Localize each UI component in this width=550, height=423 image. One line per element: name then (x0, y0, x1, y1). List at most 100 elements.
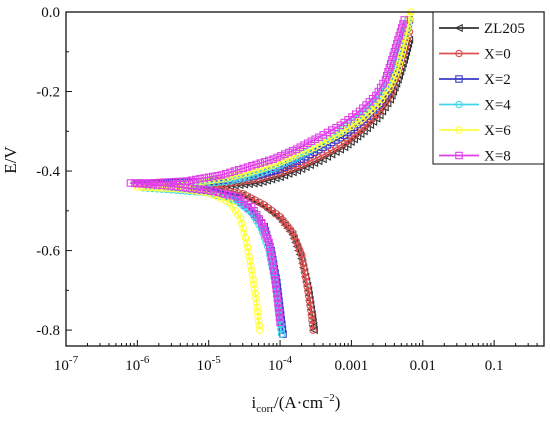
data-point (294, 242, 302, 250)
data-point (328, 134, 336, 142)
data-point (388, 55, 396, 64)
data-point (275, 308, 283, 317)
data-point (239, 180, 249, 189)
data-point (272, 285, 281, 293)
data-point (292, 145, 301, 153)
data-point (158, 181, 167, 190)
data-point (265, 238, 273, 247)
data-point (395, 32, 404, 40)
data-point (393, 67, 402, 76)
data-point (398, 48, 407, 56)
data-point (310, 159, 319, 168)
data-point (204, 173, 213, 182)
data-point (253, 303, 261, 312)
data-point (187, 176, 196, 184)
data-point (140, 180, 148, 188)
x-tick-label: 10-5 (197, 354, 222, 374)
data-point (235, 181, 244, 190)
data-point (284, 148, 293, 157)
data-point (244, 179, 253, 189)
data-point (332, 144, 340, 152)
data-point (275, 313, 284, 322)
data-point (209, 187, 218, 196)
data-point (163, 182, 171, 190)
data-point (217, 171, 226, 179)
y-tick-label: -0.8 (36, 323, 60, 339)
data-point (250, 280, 258, 289)
data-point (305, 296, 314, 305)
data-point (243, 243, 252, 252)
y-tick-label: -0.6 (36, 244, 60, 260)
data-point (257, 218, 266, 227)
data-point (260, 226, 269, 235)
data-point (181, 183, 190, 192)
data-point (300, 264, 308, 272)
data-point (309, 326, 317, 334)
plot-frame (65, 11, 545, 347)
data-point (256, 159, 265, 167)
data-point (209, 172, 217, 181)
data-point (238, 219, 246, 228)
data-point (303, 282, 311, 291)
data-point (331, 147, 340, 157)
data-point (247, 262, 255, 270)
data-point (230, 181, 239, 190)
data-point (273, 294, 282, 303)
data-point (186, 184, 194, 192)
legend-label: ZL205 (484, 21, 525, 37)
data-point (318, 155, 327, 164)
x-tick-label-base: 10 (268, 358, 283, 374)
legend-label: X=8 (484, 149, 511, 165)
data-point (308, 321, 317, 329)
data-point (149, 180, 157, 189)
data-point (304, 287, 312, 295)
data-point (228, 192, 237, 200)
data-point (276, 318, 284, 326)
legend-marker (455, 75, 463, 83)
data-point (307, 311, 316, 319)
data-point (274, 299, 282, 307)
data-point (195, 185, 204, 193)
data-point (288, 168, 297, 177)
data-point (256, 326, 264, 334)
data-point (277, 152, 285, 160)
data-point (301, 162, 310, 172)
data-point (381, 75, 390, 84)
data-point (176, 183, 185, 191)
data-point (385, 63, 394, 72)
data-point (271, 280, 280, 289)
data-point (241, 234, 250, 242)
data-point (319, 151, 327, 159)
data-point (267, 252, 276, 261)
data-point (144, 180, 153, 189)
legend-marker (455, 151, 463, 160)
x-axis-title-rest: /(A·cm (274, 393, 323, 412)
data-point (296, 246, 304, 254)
data-point (340, 139, 349, 147)
data-point (250, 207, 258, 215)
x-axis-title-main: i (252, 393, 257, 412)
data-point (273, 153, 281, 162)
data-point (328, 126, 336, 134)
data-point (244, 248, 253, 256)
data-point (322, 152, 332, 161)
data-point (401, 36, 409, 44)
data-point (273, 289, 281, 298)
data-point (323, 136, 332, 145)
x-axis-title-subscript: corr (256, 403, 274, 415)
series-layer (126, 8, 415, 338)
x-tick-label-exponent: -4 (283, 354, 293, 366)
data-point (239, 164, 247, 173)
data-point (247, 266, 256, 275)
data-point (374, 87, 383, 96)
data-point (288, 147, 297, 155)
data-point (394, 63, 403, 72)
data-point (219, 189, 227, 198)
data-point (239, 170, 247, 178)
data-point (314, 157, 323, 166)
data-point (298, 255, 307, 263)
data-point (404, 20, 413, 28)
x-tick-label-base: 10 (125, 358, 140, 374)
data-point (299, 259, 307, 268)
data-point (279, 171, 289, 180)
